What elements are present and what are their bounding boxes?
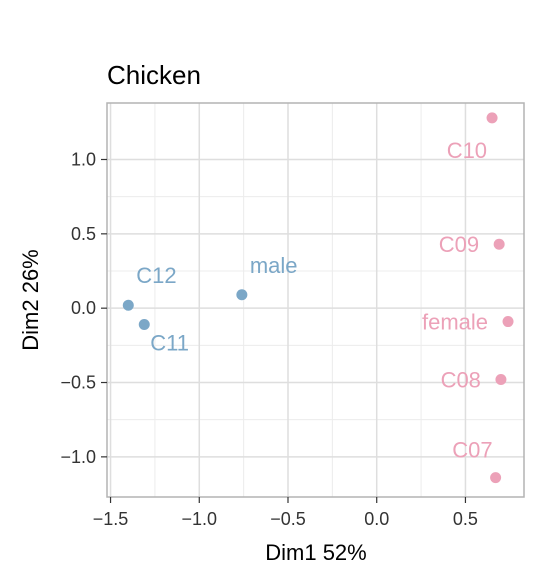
x-tick-label: 0.5 [453, 509, 478, 529]
data-point-label: C10 [447, 138, 487, 163]
data-point-label: C12 [136, 263, 176, 288]
data-point-label: C11 [150, 331, 189, 356]
x-tick-label: 0.0 [364, 509, 389, 529]
x-tick-label: −1.5 [93, 509, 129, 529]
data-point [502, 316, 514, 328]
data-point-label: C08 [441, 368, 481, 393]
data-point [236, 289, 248, 301]
data-point-label: female [422, 310, 488, 335]
y-tick-label: 0.0 [71, 298, 96, 318]
data-point-label: C09 [439, 232, 479, 257]
axis-ticks: −1.5 −1.0 −0.5 0.0 0.5 −1.0 −0.5 0.0 0.5 1.0 [60, 149, 478, 529]
y-tick-label: −1.0 [60, 447, 96, 467]
plot-panel-border [106, 102, 525, 498]
data-points: C12 C11 male C10 C09 female C08 C07 [122, 112, 514, 484]
y-tick-label: 0.5 [71, 224, 96, 244]
data-point [490, 472, 502, 484]
grid [107, 103, 524, 497]
y-tick-label: −0.5 [60, 373, 96, 393]
y-axis-title: Dim2 26% [18, 249, 43, 350]
data-point [138, 319, 150, 331]
y-tick-label: 1.0 [71, 149, 96, 169]
x-tick-label: −1.0 [181, 509, 217, 529]
chart-title: Chicken [107, 60, 201, 90]
data-point-label: C07 [452, 438, 492, 463]
data-point-label: male [250, 253, 298, 278]
x-axis-title: Dim1 52% [265, 540, 366, 565]
data-point [486, 112, 498, 124]
data-point [493, 238, 505, 250]
x-tick-label: −0.5 [270, 509, 306, 529]
data-point [495, 374, 507, 386]
data-point [122, 299, 134, 311]
